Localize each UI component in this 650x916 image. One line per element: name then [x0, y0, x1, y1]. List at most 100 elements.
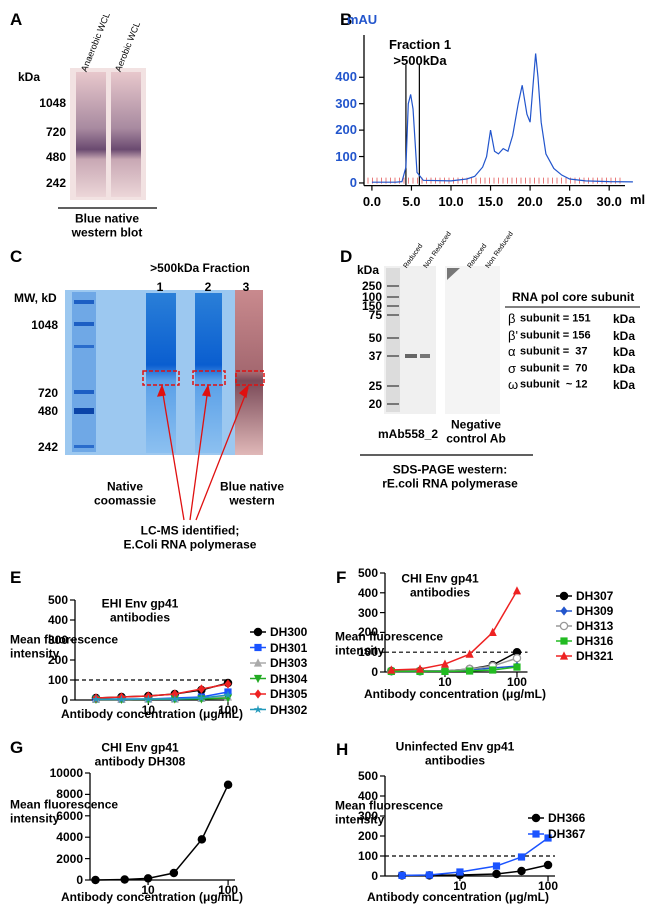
legend-marker [253, 704, 263, 714]
subunit-text: subunit = 70 [520, 361, 588, 374]
legend-marker [560, 637, 568, 645]
marker [512, 586, 522, 595]
legend-marker [559, 621, 569, 631]
marker [387, 665, 396, 674]
marker [492, 862, 501, 870]
legend-label: DH304 [270, 671, 308, 686]
subunit-symbol: σ [508, 360, 517, 376]
legend-label: DH309 [576, 603, 614, 618]
series-line [95, 683, 229, 699]
marker [517, 853, 526, 861]
x-tick-label: 10 [438, 674, 452, 689]
y-tick-label: 400 [47, 612, 68, 627]
legend-label: DH366 [548, 810, 586, 825]
legend-label: DH321 [576, 648, 614, 663]
note: LC-MS identified; E.Coli RNA polymerase [123, 523, 257, 552]
legend-label: DH367 [548, 826, 586, 841]
subunit-text: subunit = 156 [520, 328, 591, 341]
y-tick-label: 8000 [56, 787, 83, 802]
marker-label: 480 [45, 149, 66, 164]
x-tick-label: 10.0 [438, 193, 464, 209]
marker-label: 1048 [39, 95, 66, 110]
marker [488, 627, 497, 636]
marker-label: 720 [37, 385, 58, 400]
x-tick-label: 100 [538, 878, 559, 893]
marker [398, 871, 406, 879]
series-line [95, 694, 229, 701]
marker [492, 869, 501, 879]
marker [223, 780, 233, 790]
y-tick-label: 0 [371, 664, 378, 679]
y-tick-label: 200 [47, 652, 68, 667]
lane-number: 3 [242, 279, 250, 294]
y-tick-label: 0 [349, 175, 357, 191]
marker [223, 694, 233, 703]
x-tick-label: 5.0 [402, 193, 421, 209]
y-axis-label: Mean fluorescence intensity [335, 629, 444, 658]
legend-marker [253, 658, 263, 667]
x-tick-label: 30.0 [596, 193, 622, 209]
panel-label: B [340, 9, 353, 29]
y-tick-label: 100 [357, 848, 378, 863]
caption: Native coomassie [93, 479, 157, 508]
legend-label: DH302 [270, 702, 308, 717]
subunit-unit: kDa [613, 311, 636, 326]
subunit-unit: kDa [613, 328, 636, 343]
subunit-unit: kDa [613, 344, 636, 359]
subunit-text: subunit = 151 [520, 312, 591, 325]
marker [466, 667, 474, 675]
panel-label: A [10, 9, 23, 29]
y-tick-label: 2000 [56, 851, 83, 866]
y-tick-label: 500 [357, 565, 378, 580]
marker [197, 684, 206, 694]
marker [425, 871, 433, 879]
subunit-symbol: β [508, 311, 516, 327]
y-axis-label: Mean fluorescence intensity [335, 798, 444, 827]
x-tick-label: 10 [141, 882, 155, 897]
lane-number: 1 [156, 279, 164, 294]
unit-label: kDa [18, 69, 41, 84]
marker [91, 694, 101, 704]
marker [170, 694, 180, 703]
marker-label: 242 [45, 175, 66, 190]
x-axis-label: Antibody concentration (μg/mL) [367, 889, 549, 904]
blot-label: mAb558_2 [377, 426, 439, 441]
marker-label: 20 [368, 396, 382, 411]
y-tick-label: 400 [335, 69, 357, 85]
y-tick-label: 400 [357, 585, 378, 600]
legend-label: DH313 [576, 618, 614, 633]
marker-label: 242 [37, 439, 58, 454]
subunit-unit: kDa [613, 361, 636, 376]
chart-title: EHI Env gp41 antibodies [101, 596, 179, 625]
subunit-text: subunit ~ 12 [520, 378, 588, 391]
chart-title: CHI Env gp41 antibodies [401, 571, 479, 600]
marker [456, 868, 464, 876]
marker-label: 25 [368, 378, 382, 393]
x-tick-label: 20.0 [517, 193, 543, 209]
x-axis-label: ml [630, 192, 646, 208]
series-line [391, 590, 518, 671]
marker [91, 875, 100, 885]
x-tick-label: 0.0 [362, 193, 381, 209]
legend-label: DH307 [576, 588, 614, 603]
series-line [371, 53, 633, 183]
lane-number: 2 [204, 279, 212, 294]
y-tick-label: 0 [61, 692, 68, 707]
marker [489, 666, 497, 674]
x-tick-label: 10 [453, 878, 467, 893]
marker [440, 659, 450, 668]
marker [513, 663, 521, 671]
panel-label: F [336, 567, 347, 587]
legend-marker [253, 674, 263, 684]
y-tick-label: 100 [47, 672, 68, 687]
marker [143, 874, 153, 883]
legend-label: DH305 [270, 686, 308, 701]
panel-label: G [10, 737, 24, 757]
y-tick-label: 100 [335, 148, 357, 164]
legend-marker [254, 643, 262, 652]
blot-label: Negative control Ab [446, 417, 506, 446]
legend-marker [560, 606, 568, 616]
y-axis-label: mAU [346, 12, 378, 28]
